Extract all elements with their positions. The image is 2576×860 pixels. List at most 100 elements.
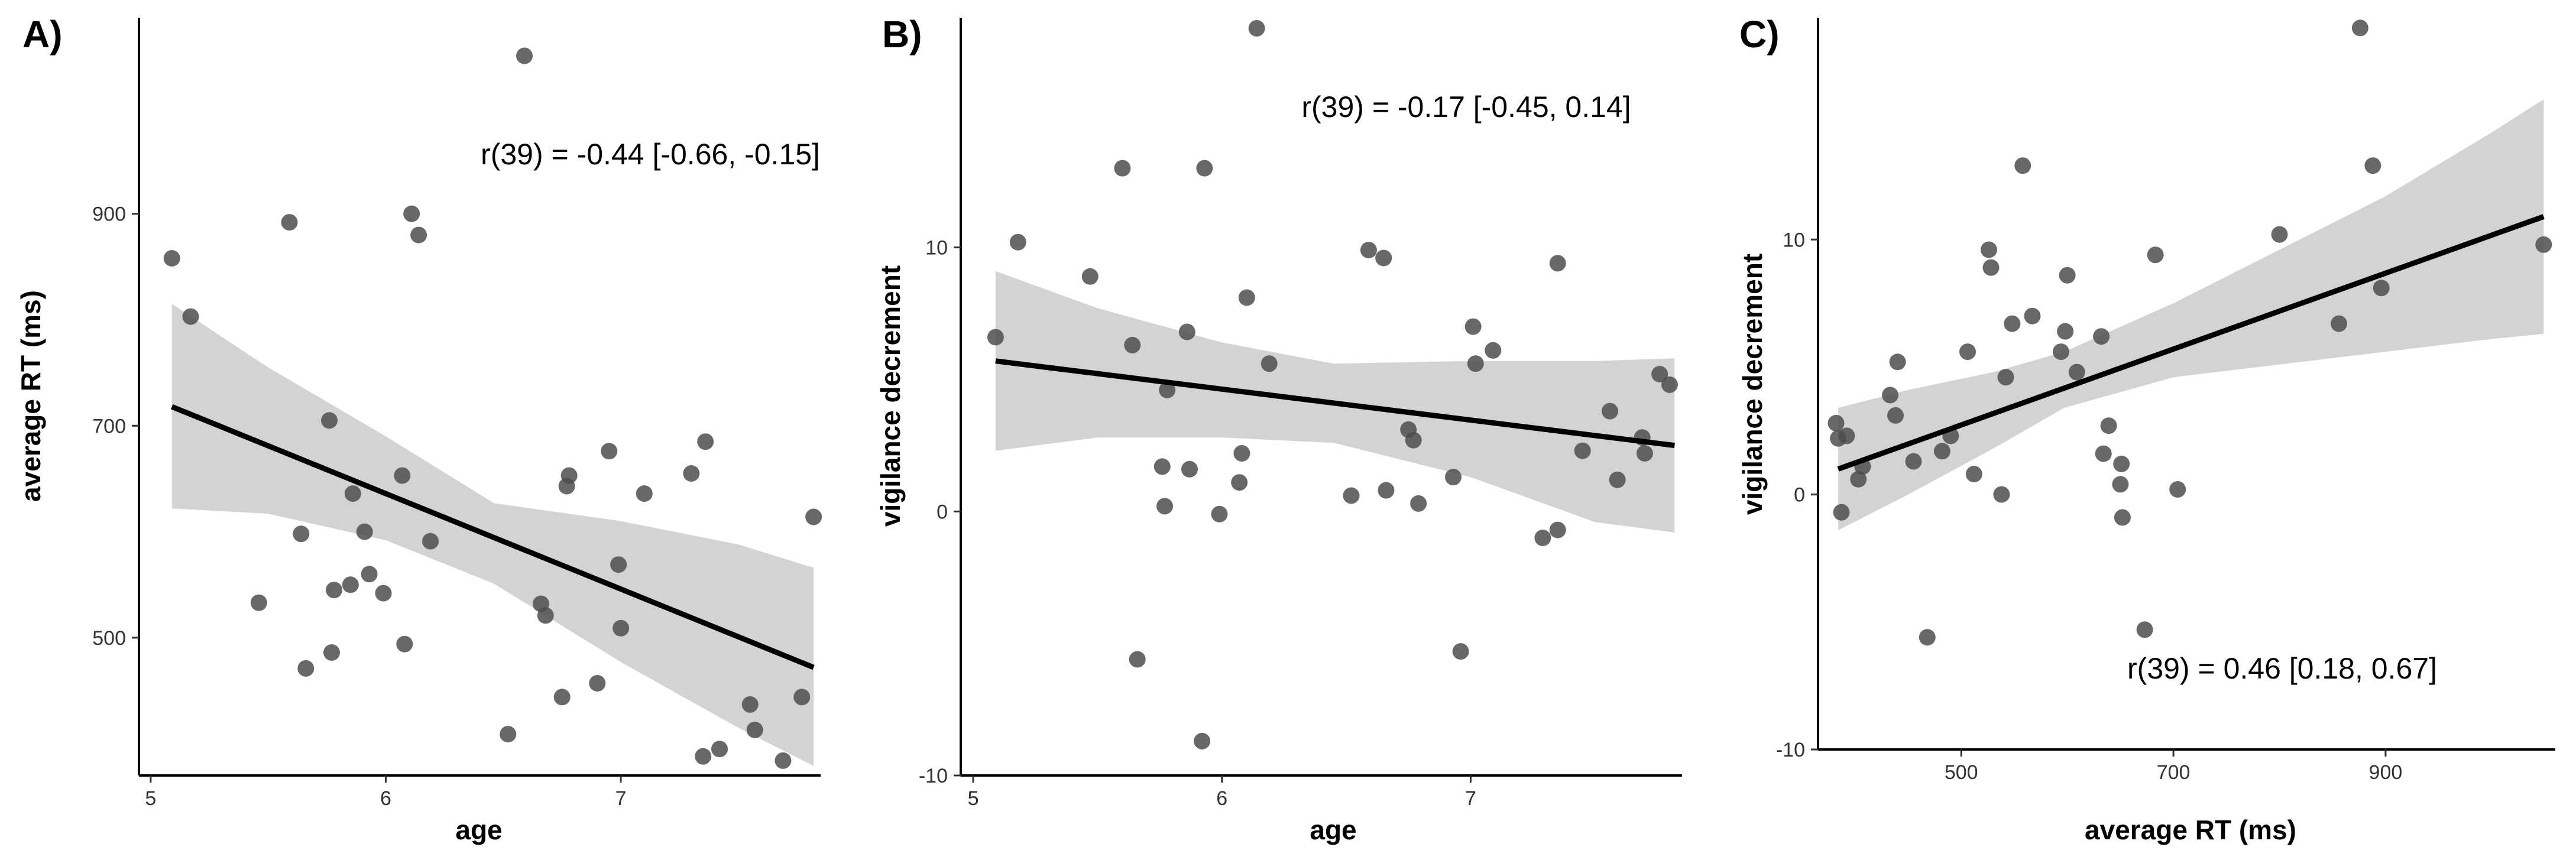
data-point-a [500,726,517,743]
regression-line-b [995,358,1675,449]
data-point-c [1993,486,2010,503]
correlation-annotation-b: r(39) = -0.17 [-0.45, 0.14] [1301,90,1631,124]
data-point-c [1965,466,1982,483]
correlation-annotation-c: r(39) = 0.46 [0.18, 0.67] [2127,652,2437,685]
data-point-a [394,467,411,484]
panel-label-b: B) [882,13,922,56]
data-point-a [410,226,427,244]
y-tick-label-c: 0 [1794,484,1805,507]
data-point-a [323,644,340,661]
data-point-b [1360,242,1377,259]
data-point-c [2059,267,2076,284]
data-point-a [636,485,653,502]
data-point-a [182,308,199,325]
data-point-b [1129,651,1146,668]
x-tick-labels-b: 5 6 7 [968,787,1476,810]
data-point-b [1343,487,1360,504]
data-point-b [1233,445,1250,462]
data-point-b [1231,474,1248,491]
data-point-c [2024,307,2041,324]
data-point-b [1261,355,1278,372]
data-point-a [560,467,578,484]
x-axis-title-b: age [1310,814,1356,845]
data-point-a [297,660,315,677]
data-point-a [422,533,439,550]
x-tick-label-b: 6 [1216,787,1227,810]
data-point-b [1445,469,1462,486]
data-point-b [1114,160,1131,177]
y-tick-label-b: 10 [925,237,948,259]
y-tick-labels-b: -10 0 10 [919,237,948,787]
confidence-band-c [1838,99,2544,530]
x-tick-label-c: 500 [1945,761,1978,784]
data-point-a [375,585,392,602]
data-point-c [2271,226,2288,243]
data-point-a [775,752,792,769]
data-point-a [396,635,413,653]
data-point-b [1609,471,1626,488]
data-point-b [1452,643,1469,660]
data-point-b [1159,381,1176,398]
data-points-b [987,20,1678,749]
fit-line-a [170,404,815,670]
data-point-c [2057,323,2074,340]
x-tick-label-a: 6 [380,787,391,810]
data-point-b [1549,255,1566,272]
data-point-c [2068,364,2085,381]
panel-b: 5 6 7 -10 0 10 B) age vigilance decrement r(… [875,13,1682,845]
data-point-c [1838,427,1855,444]
data-point-a [601,443,618,460]
data-point-c [2364,157,2381,174]
data-point-b [1009,233,1026,251]
data-point-a [281,214,298,231]
data-point-a [516,47,533,64]
x-tick-labels-c: 500 700 900 [1945,761,2402,784]
data-point-b [1464,318,1482,335]
data-point-c [2373,280,2390,297]
y-tick-label-c: -10 [1776,739,1805,761]
data-point-a [793,689,811,706]
axes-b [954,18,1682,783]
data-point-a [163,250,180,267]
data-point-a [697,433,714,450]
data-point-c [2113,455,2130,472]
data-point-b [1156,498,1173,515]
x-tick-label-b: 7 [1465,787,1476,810]
data-point-b [1153,458,1171,475]
data-point-a [537,607,554,624]
data-point-b [1636,445,1653,462]
fit-line-b [995,358,1675,449]
data-point-a [326,582,342,599]
fit-line-c [1837,214,2545,472]
y-tick-label-b: 0 [937,501,948,523]
axes-a [132,18,821,783]
y-tick-label-a: 700 [92,415,126,437]
data-point-b [1248,20,1265,37]
data-point-c [2136,621,2153,638]
y-tick-label-a: 900 [92,203,126,226]
data-point-c [1919,629,1936,646]
data-point-a [553,689,571,706]
y-axis-title-a: average RT (ms) [15,290,46,502]
data-point-a [683,465,700,482]
data-point-a [613,619,630,637]
data-point-b [1375,249,1392,267]
data-point-a [746,721,763,738]
data-point-b [1405,431,1422,449]
data-point-a [361,566,378,583]
data-point-b [1238,289,1255,306]
data-point-b [1178,323,1195,340]
data-point-a [610,556,627,573]
data-point-a [711,741,728,758]
data-point-b [1196,160,1213,177]
data-point-b [1124,336,1141,353]
data-point-c [2331,315,2347,332]
data-point-b [1181,460,1198,478]
data-point-c [2014,157,2031,174]
data-point-c [2169,481,2186,498]
data-point-c [1905,453,1922,470]
panel-label-a: A) [22,13,63,56]
data-point-b [1661,376,1678,393]
data-point-b [1651,366,1668,382]
data-point-b [1410,495,1427,512]
